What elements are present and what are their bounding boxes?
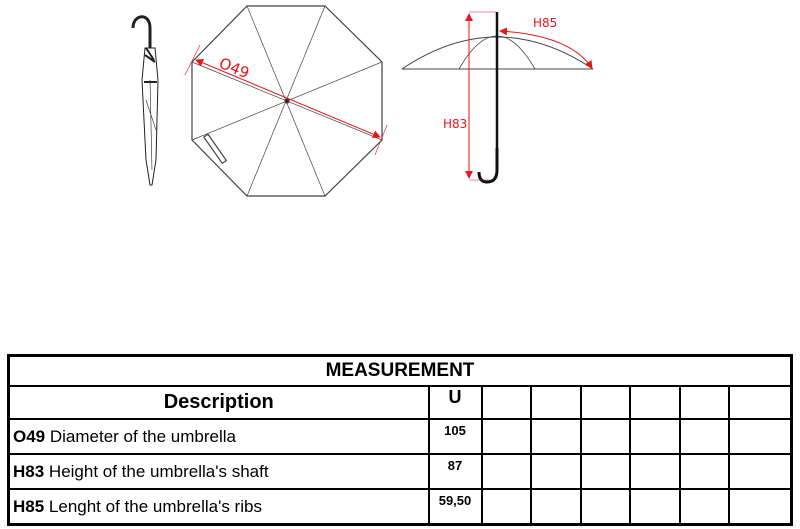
empty-cell (480, 385, 533, 420)
empty-cell (579, 453, 632, 490)
empty-cell (728, 453, 793, 490)
row-code: H85 (13, 496, 45, 516)
measurement-table: MEASUREMENT Description U O49 Diameter o… (7, 354, 793, 526)
row-code: H83 (13, 461, 45, 481)
side-dimensions: H85 H83 (443, 11, 593, 181)
rib-length-label: H85 (533, 16, 557, 30)
empty-cell (678, 453, 731, 490)
empty-cell (629, 488, 681, 526)
row-code: O49 (13, 426, 46, 446)
row-description: Diameter of the umbrella (45, 426, 237, 446)
table-row: H83 Height of the umbrella's shaft 87 (7, 453, 793, 490)
empty-cell (480, 418, 533, 455)
description-header: Description (7, 385, 430, 420)
diameter-label: O49 (217, 54, 252, 82)
empty-cell (678, 385, 731, 420)
empty-cell (530, 385, 582, 420)
row-value: 105 (427, 418, 483, 455)
empty-cell (579, 385, 632, 420)
row-value: 59,50 (427, 488, 483, 526)
empty-cell (530, 418, 582, 455)
empty-cell (728, 488, 793, 526)
empty-cell (728, 418, 793, 455)
umbrella-technical-drawing: O49 H85 H83 (131, 5, 594, 197)
side-view (401, 12, 594, 184)
table-row: O49 Diameter of the umbrella 105 (7, 418, 793, 455)
empty-cell (530, 453, 582, 490)
empty-cell (728, 385, 793, 420)
row-value: 87 (427, 453, 483, 490)
empty-cell (629, 385, 681, 420)
table-title: MEASUREMENT (7, 354, 793, 387)
empty-cell (480, 453, 533, 490)
row-description: Lenght of the umbrella's ribs (44, 496, 262, 516)
empty-cell (678, 418, 731, 455)
empty-cell (579, 488, 632, 526)
closed-umbrella-view (131, 15, 159, 186)
top-view (191, 5, 383, 197)
table-row: H85 Lenght of the umbrella's ribs 59,50 (7, 488, 793, 526)
shaft-height-label: H83 (443, 117, 467, 131)
empty-cell (629, 418, 681, 455)
empty-cell (678, 488, 731, 526)
empty-cell (579, 418, 632, 455)
row-description: Height of the umbrella's shaft (44, 461, 269, 481)
empty-cell (480, 488, 533, 526)
unit-header: U (427, 385, 483, 420)
empty-cell (530, 488, 582, 526)
empty-cell (629, 453, 681, 490)
